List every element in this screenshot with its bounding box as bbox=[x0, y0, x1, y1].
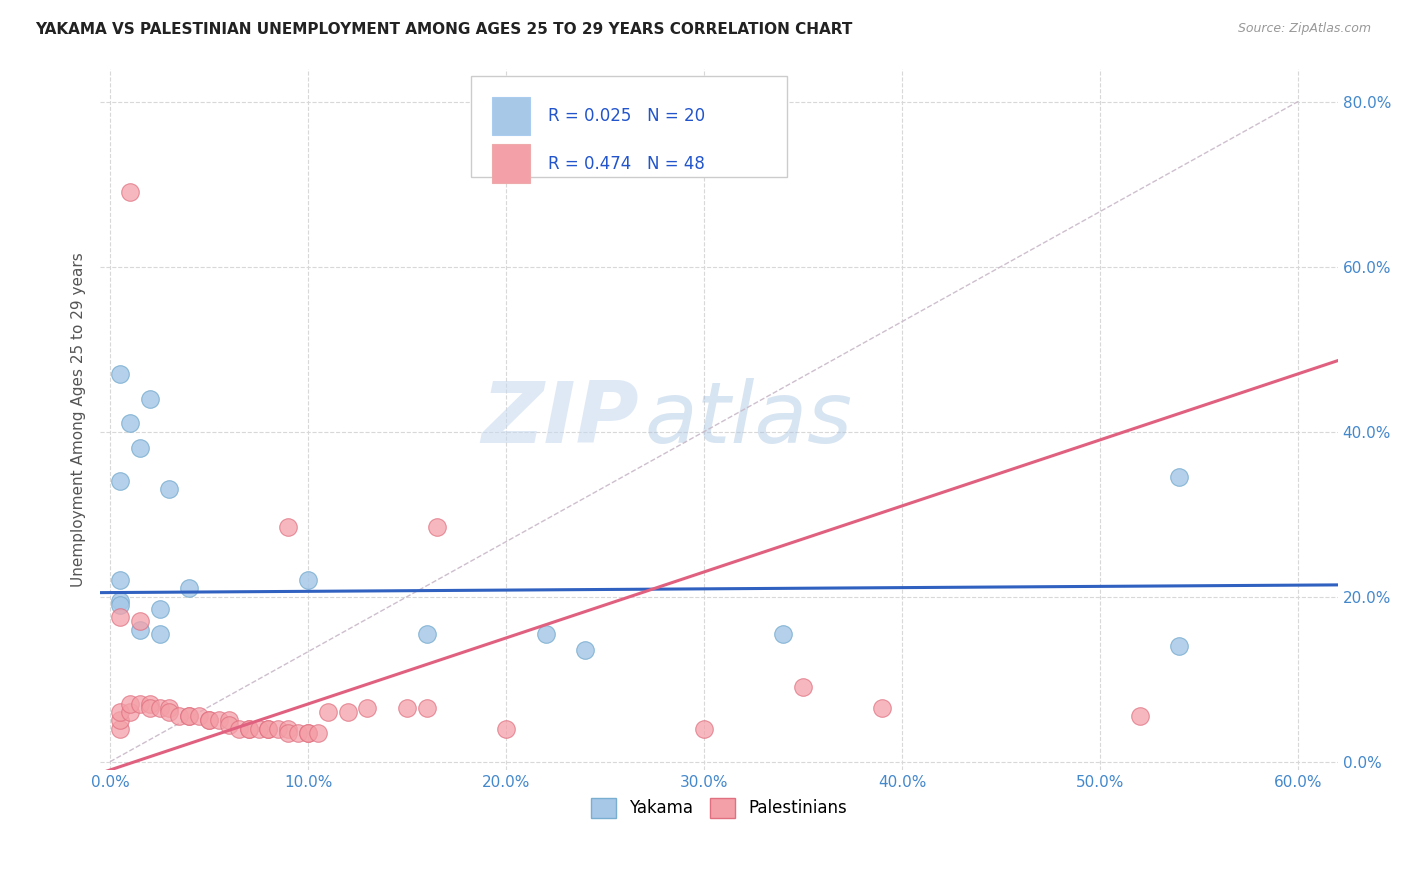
Point bbox=[772, 627, 794, 641]
Point bbox=[108, 714, 131, 728]
Text: Source: ZipAtlas.com: Source: ZipAtlas.com bbox=[1237, 22, 1371, 36]
Point bbox=[179, 582, 201, 596]
Point bbox=[159, 701, 181, 715]
Point bbox=[118, 697, 141, 711]
Point bbox=[416, 627, 439, 641]
Point bbox=[495, 722, 517, 736]
Point bbox=[307, 726, 329, 740]
Point bbox=[138, 697, 160, 711]
Point bbox=[792, 681, 814, 695]
Point bbox=[108, 573, 131, 587]
Point bbox=[118, 186, 141, 200]
Point bbox=[179, 709, 201, 723]
Point bbox=[159, 705, 181, 719]
Point bbox=[574, 643, 596, 657]
Point bbox=[297, 726, 319, 740]
Point bbox=[128, 623, 150, 637]
Point bbox=[148, 701, 170, 715]
Point bbox=[257, 722, 280, 736]
Point bbox=[228, 722, 250, 736]
Point bbox=[277, 519, 299, 533]
Point bbox=[128, 441, 150, 455]
Point bbox=[118, 417, 141, 431]
Point bbox=[108, 705, 131, 719]
Point bbox=[238, 722, 260, 736]
Point bbox=[108, 367, 131, 381]
Point bbox=[148, 627, 170, 641]
Point bbox=[277, 726, 299, 740]
Point bbox=[1168, 470, 1191, 484]
Point bbox=[198, 714, 221, 728]
Point bbox=[247, 722, 270, 736]
Point bbox=[108, 610, 131, 624]
Text: atlas: atlas bbox=[644, 377, 852, 461]
Point bbox=[208, 714, 231, 728]
Point bbox=[108, 474, 131, 488]
Point bbox=[159, 483, 181, 497]
Point bbox=[108, 598, 131, 612]
Point bbox=[336, 705, 359, 719]
Text: YAKAMA VS PALESTINIAN UNEMPLOYMENT AMONG AGES 25 TO 29 YEARS CORRELATION CHART: YAKAMA VS PALESTINIAN UNEMPLOYMENT AMONG… bbox=[35, 22, 852, 37]
Point bbox=[287, 726, 309, 740]
Legend: Yakama, Palestinians: Yakama, Palestinians bbox=[583, 791, 853, 825]
Point bbox=[297, 726, 319, 740]
Point bbox=[297, 573, 319, 587]
Text: R = 0.025   N = 20: R = 0.025 N = 20 bbox=[548, 107, 706, 125]
Point bbox=[267, 722, 290, 736]
Point bbox=[218, 714, 240, 728]
Point bbox=[179, 709, 201, 723]
Point bbox=[128, 697, 150, 711]
FancyBboxPatch shape bbox=[471, 76, 787, 178]
Point bbox=[218, 717, 240, 731]
Point bbox=[316, 705, 339, 719]
Point bbox=[108, 594, 131, 608]
Point bbox=[356, 701, 378, 715]
Point bbox=[148, 602, 170, 616]
Point bbox=[426, 519, 449, 533]
Point bbox=[198, 714, 221, 728]
Point bbox=[277, 722, 299, 736]
Point bbox=[188, 709, 211, 723]
Point bbox=[118, 705, 141, 719]
Point bbox=[257, 722, 280, 736]
Point bbox=[870, 701, 893, 715]
FancyBboxPatch shape bbox=[492, 96, 530, 136]
Point bbox=[1129, 709, 1152, 723]
Point bbox=[395, 701, 418, 715]
Point bbox=[138, 701, 160, 715]
Text: R = 0.474   N = 48: R = 0.474 N = 48 bbox=[548, 154, 704, 172]
Point bbox=[108, 722, 131, 736]
Point bbox=[138, 392, 160, 406]
Point bbox=[416, 701, 439, 715]
Point bbox=[238, 722, 260, 736]
Point bbox=[128, 615, 150, 629]
FancyBboxPatch shape bbox=[492, 145, 530, 183]
Point bbox=[693, 722, 716, 736]
Point bbox=[1168, 639, 1191, 653]
Point bbox=[169, 709, 191, 723]
Y-axis label: Unemployment Among Ages 25 to 29 years: Unemployment Among Ages 25 to 29 years bbox=[72, 252, 86, 587]
Text: ZIP: ZIP bbox=[481, 377, 638, 461]
Point bbox=[534, 627, 557, 641]
